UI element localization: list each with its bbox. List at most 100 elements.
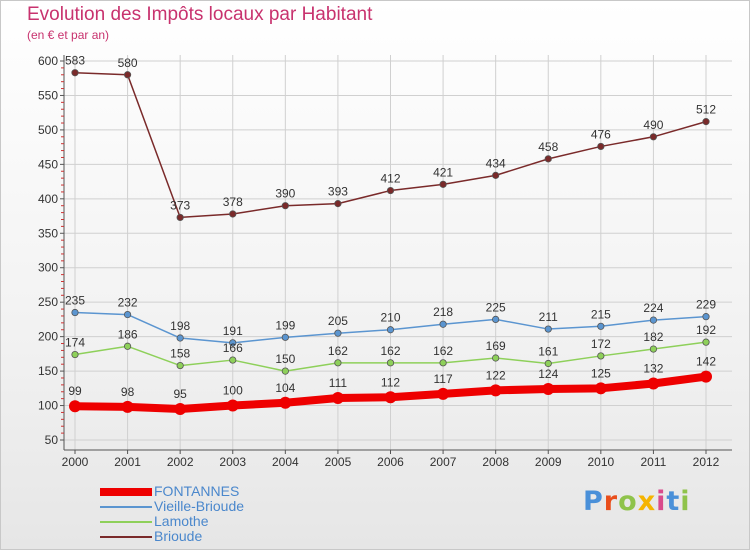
data-point	[386, 326, 395, 334]
data-point	[69, 400, 81, 413]
data-label: 378	[223, 195, 243, 209]
data-label: 210	[380, 311, 400, 325]
data-point	[281, 367, 289, 375]
x-tick-label: 2001	[114, 455, 141, 469]
x-tick-label: 2009	[535, 455, 562, 469]
x-tick-label: 2005	[325, 455, 352, 469]
data-label: 205	[328, 314, 348, 328]
data-point	[437, 387, 450, 400]
data-label: 158	[170, 347, 190, 361]
proxiti-logo: Proxiti	[583, 486, 691, 517]
data-label: 150	[275, 352, 295, 366]
y-tick-label: 250	[38, 295, 58, 309]
legend-swatch-fontannes	[100, 487, 152, 496]
x-tick-label: 2002	[167, 455, 194, 469]
data-label: 169	[486, 339, 506, 353]
data-label: 162	[328, 344, 348, 358]
data-point	[334, 329, 342, 337]
x-tick-label: 2000	[62, 455, 89, 469]
logo-letter: t	[666, 486, 681, 517]
y-tick-label: 100	[38, 399, 58, 413]
legend-label-fontannes: FONTANNES	[154, 483, 240, 499]
y-tick-label: 600	[38, 54, 58, 68]
data-point	[334, 359, 342, 367]
data-label: 122	[486, 368, 506, 382]
chart-subtitle: (en € et par an)	[27, 28, 110, 42]
logo-letter: x	[637, 486, 657, 517]
y-tick-label: 550	[38, 88, 58, 102]
data-label: 191	[223, 324, 243, 338]
data-label: 393	[328, 185, 348, 199]
data-label: 232	[118, 296, 138, 310]
data-label: 117	[434, 372, 453, 386]
data-point	[492, 315, 500, 324]
data-label: 476	[591, 127, 611, 141]
data-label: 186	[118, 327, 138, 341]
data-label: 98	[121, 385, 135, 399]
data-label: 218	[433, 305, 453, 319]
data-point	[649, 133, 658, 141]
legend-item-brioude: Brioude	[100, 529, 340, 544]
y-tick-label: 500	[38, 123, 58, 137]
data-point	[542, 383, 555, 396]
data-label: 421	[433, 165, 453, 179]
logo-letter: i	[680, 486, 691, 517]
data-label: 224	[643, 301, 663, 315]
chart-title: Evolution des Impôts locaux par Habitant	[27, 4, 373, 25]
legend-item-lamothe: Lamothe	[100, 514, 340, 529]
data-point	[281, 333, 289, 341]
x-tick-label: 2010	[587, 455, 614, 469]
legend-swatch-brioude	[100, 535, 152, 538]
data-point	[597, 322, 605, 330]
data-point	[176, 361, 184, 370]
data-point	[597, 352, 605, 360]
data-label: 373	[170, 198, 190, 212]
data-label: 215	[591, 307, 611, 321]
data-point	[384, 391, 397, 404]
data-label: 490	[643, 118, 663, 132]
data-label: 434	[486, 156, 506, 170]
data-label: 161	[538, 345, 558, 359]
legend: FONTANNES Vieille-Brioude Lamothe Brioud…	[100, 484, 340, 544]
data-label: 211	[539, 310, 558, 324]
data-point	[544, 359, 552, 368]
data-point	[71, 308, 79, 317]
data-label: 125	[591, 366, 611, 380]
data-point	[439, 359, 447, 367]
data-label: 412	[380, 172, 400, 186]
data-point	[226, 399, 239, 412]
legend-label-lamothe: Lamothe	[154, 513, 209, 529]
y-tick-label: 300	[38, 261, 58, 275]
data-label: 580	[118, 56, 138, 70]
data-point	[123, 310, 132, 319]
data-label: 192	[696, 323, 716, 337]
data-point	[647, 377, 660, 390]
legend-label-brioude: Brioude	[154, 528, 203, 544]
data-label: 583	[65, 54, 85, 68]
data-point	[71, 69, 79, 77]
y-tick-label: 350	[38, 226, 58, 240]
y-tick-label: 400	[38, 192, 58, 206]
y-tick-label: 200	[38, 330, 58, 344]
data-label: 390	[275, 187, 295, 201]
data-point	[544, 155, 552, 163]
data-label: 174	[65, 336, 85, 350]
data-label: 198	[170, 319, 190, 333]
x-tick-label: 2011	[641, 455, 667, 469]
logo-letter: r	[603, 486, 619, 517]
data-point	[229, 339, 237, 347]
data-point	[386, 359, 395, 367]
data-label: 132	[643, 361, 663, 375]
data-point	[544, 325, 552, 333]
data-label: 111	[329, 376, 348, 390]
data-point	[176, 213, 184, 222]
data-point	[71, 350, 79, 359]
x-tick-label: 2007	[430, 455, 457, 469]
data-point	[439, 180, 447, 188]
data-label: 124	[538, 367, 558, 381]
data-point	[123, 71, 132, 79]
data-point	[121, 400, 134, 413]
data-point	[492, 354, 500, 362]
x-tick-label: 2003	[219, 455, 246, 469]
